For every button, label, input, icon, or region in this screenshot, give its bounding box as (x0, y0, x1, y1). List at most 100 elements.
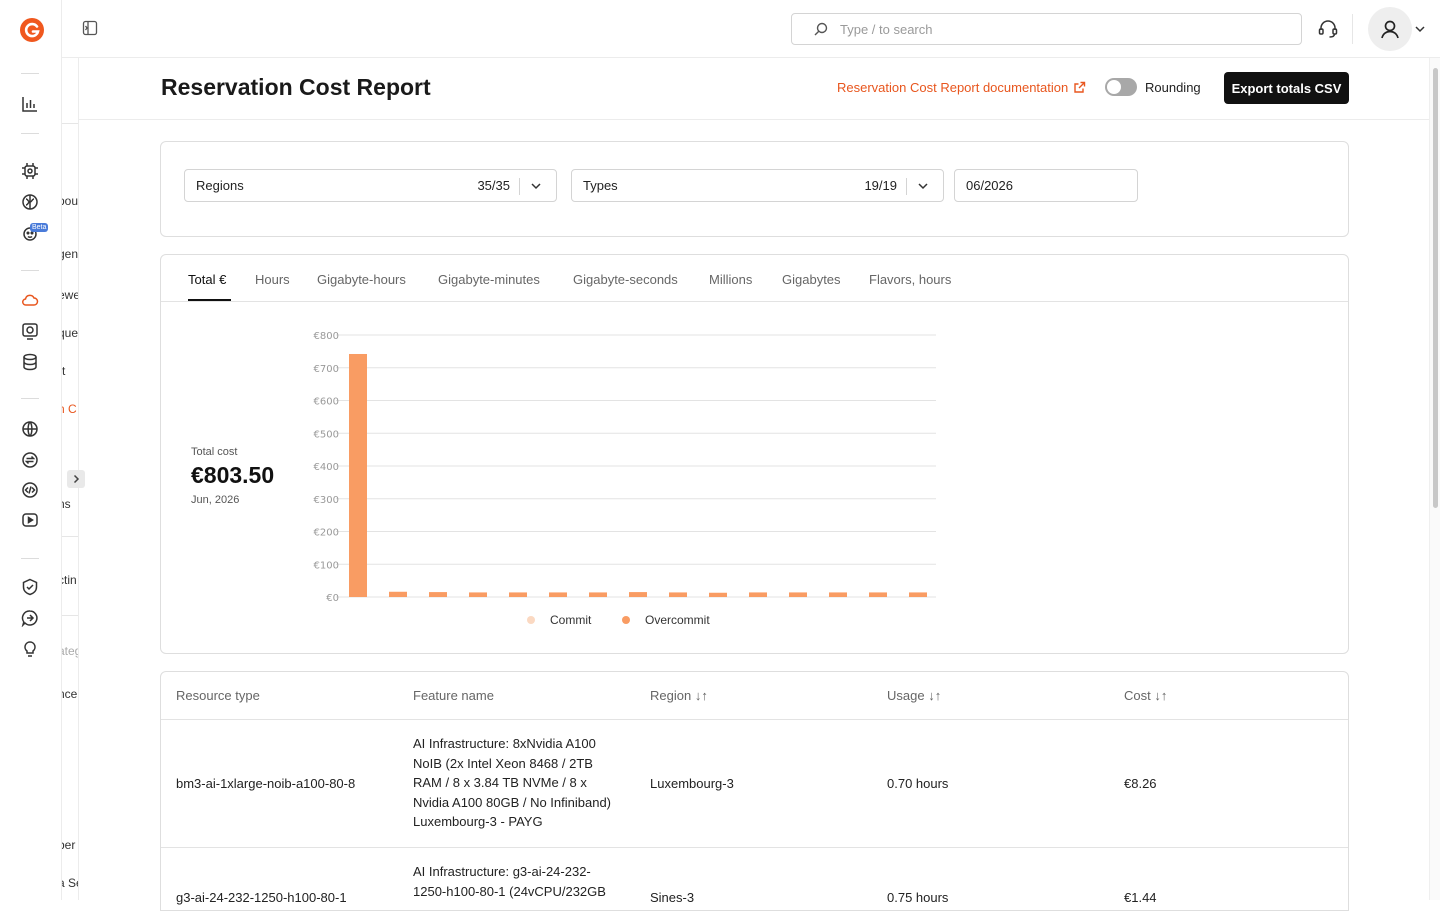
user-avatar-button[interactable] (1368, 7, 1412, 51)
tab-millions[interactable]: Millions (709, 272, 753, 287)
total-cost-period: Jun, 2026 (191, 494, 240, 506)
search-input[interactable] (840, 21, 1240, 37)
tab-total[interactable]: Total € (188, 272, 227, 287)
sidebar-toggle-icon[interactable] (82, 20, 98, 36)
feature-line: Luxembourg-3 - PAYG (413, 814, 543, 830)
tab-gigabyte-hours[interactable]: Gigabyte-hours (317, 272, 406, 287)
subnav-item[interactable]: que (62, 326, 79, 340)
subnav-item[interactable]: ctin (62, 573, 77, 587)
total-cost-value: €803.50 (191, 462, 275, 488)
cost-table: Resource type Feature name Region ↓↑ Usa… (160, 671, 1349, 911)
header-cost[interactable]: Cost ↓↑ (1124, 688, 1167, 703)
tab-hours[interactable]: Hours (255, 272, 290, 287)
support-chat-icon[interactable] (20, 608, 40, 628)
logo-icon[interactable] (19, 17, 45, 43)
cloud-icon[interactable] (20, 290, 40, 310)
scrollbar-thumb[interactable] (1433, 68, 1438, 508)
header-region-label: Region (650, 688, 692, 703)
icon-rail: Beta (0, 0, 62, 900)
lightbulb-icon[interactable] (20, 639, 40, 659)
subnav-item[interactable]: rt (62, 364, 66, 378)
period-input[interactable] (954, 169, 1138, 202)
subnav-item[interactable]: ateg (62, 644, 78, 658)
subnav-item-active[interactable]: n C (62, 402, 77, 416)
tab-gigabyte-seconds[interactable]: Gigabyte-seconds (573, 272, 678, 287)
external-link-icon (1074, 81, 1086, 93)
topbar-divider (1352, 14, 1353, 44)
rounding-label: Rounding (1145, 80, 1201, 95)
cell-region: Sines-3 (650, 890, 695, 905)
header-region[interactable]: Region ↓↑ (650, 688, 708, 703)
legend-label: Commit (550, 613, 592, 627)
bar-overcommit (709, 592, 727, 597)
subnav-item[interactable]: pou (62, 194, 79, 208)
page-title: Reservation Cost Report (161, 74, 431, 100)
header-usage[interactable]: Usage ↓↑ (887, 688, 941, 703)
reports-chart-icon[interactable] (20, 94, 40, 114)
chevron-right-icon (73, 474, 80, 484)
feature-line: RAM / 8 x 3.84 TB NVMe / 8 x (413, 775, 587, 791)
subnav-item[interactable]: ber (62, 838, 76, 852)
cell-cost: €8.26 (1124, 776, 1157, 791)
search-box[interactable] (791, 13, 1302, 45)
shield-check-icon[interactable] (20, 577, 40, 597)
bar-overcommit (549, 592, 567, 597)
video-icon[interactable] (20, 510, 40, 530)
cell-feature-name: AI Infrastructure: g3-ai-24-232- 1250-h1… (413, 862, 628, 901)
filters-card: Regions 35/35 Types 19/19 (160, 141, 1349, 237)
ai-chip-icon[interactable] (20, 161, 40, 181)
brain-icon[interactable] (20, 192, 40, 212)
feature-line: AI Infrastructure: 8xNvidia A100 (413, 736, 596, 751)
subnav-item[interactable]: nce (62, 687, 78, 701)
export-csv-button[interactable]: Export totals CSV (1224, 72, 1349, 104)
feature-line: NoIB (2x Intel Xeon 8468 / 2TB (413, 755, 593, 771)
tab-gigabyte-minutes[interactable]: Gigabyte-minutes (438, 272, 540, 287)
documentation-link[interactable]: Reservation Cost Report documentation (837, 80, 1086, 95)
rail-divider (21, 558, 39, 559)
headset-icon[interactable] (1317, 18, 1339, 40)
subnav-item[interactable]: ns (62, 497, 71, 511)
metric-tabs: Total € Hours Gigabyte-hours Gigabyte-mi… (161, 255, 1348, 302)
y-tick-label: €200 (314, 528, 339, 539)
code-icon[interactable] (20, 480, 40, 500)
expand-panel-button[interactable] (67, 470, 85, 488)
rail-divider (21, 398, 39, 399)
legend-swatch (527, 616, 535, 624)
y-tick-label: €700 (314, 364, 339, 375)
y-tick-label: €100 (314, 560, 339, 571)
y-tick-label: €500 (314, 429, 339, 440)
header-feature-name: Feature name (413, 688, 494, 703)
subnav-item[interactable]: ewe (62, 288, 79, 302)
scrollbar[interactable] (1429, 58, 1440, 900)
tab-flavors-hours[interactable]: Flavors, hours (869, 272, 952, 287)
sort-icon: ↓↑ (694, 688, 708, 703)
bar-overcommit (509, 592, 527, 597)
bar-overcommit (869, 592, 887, 597)
feature-line: AI Infrastructure: g3-ai-24-232- (413, 864, 591, 879)
regions-select[interactable]: Regions 35/35 (184, 169, 557, 202)
tab-gigabytes[interactable]: Gigabytes (782, 272, 841, 287)
types-select[interactable]: Types 19/19 (571, 169, 944, 202)
y-tick-label: €0 (326, 593, 339, 604)
bar-overcommit (349, 353, 367, 597)
subnav-divider (62, 536, 78, 537)
documentation-link-label: Reservation Cost Report documentation (837, 80, 1069, 95)
chevron-down-icon[interactable] (1414, 23, 1426, 35)
globe-icon[interactable] (20, 419, 40, 439)
subnav-item[interactable]: a Se (62, 876, 78, 890)
rail-divider (21, 270, 39, 271)
toggle-knob (1107, 80, 1121, 94)
total-cost-label: Total cost (191, 446, 238, 458)
subnav-divider (62, 123, 78, 124)
cell-feature-name: AI Infrastructure: 8xNvidia A100 NoIB (2… (413, 734, 628, 832)
bar-overcommit (909, 592, 927, 597)
cell-resource-type: bm3-ai-1xlarge-noib-a100-80-8 (176, 776, 356, 791)
bar-overcommit (749, 592, 767, 597)
page-header: Reservation Cost Report Reservation Cost… (79, 58, 1429, 120)
rounding-toggle[interactable] (1105, 78, 1137, 96)
server-icon[interactable] (20, 321, 40, 341)
database-icon[interactable] (20, 352, 40, 372)
header-divider (161, 719, 1348, 720)
transfer-icon[interactable] (20, 450, 40, 470)
subnav-item[interactable]: gen (62, 247, 79, 261)
